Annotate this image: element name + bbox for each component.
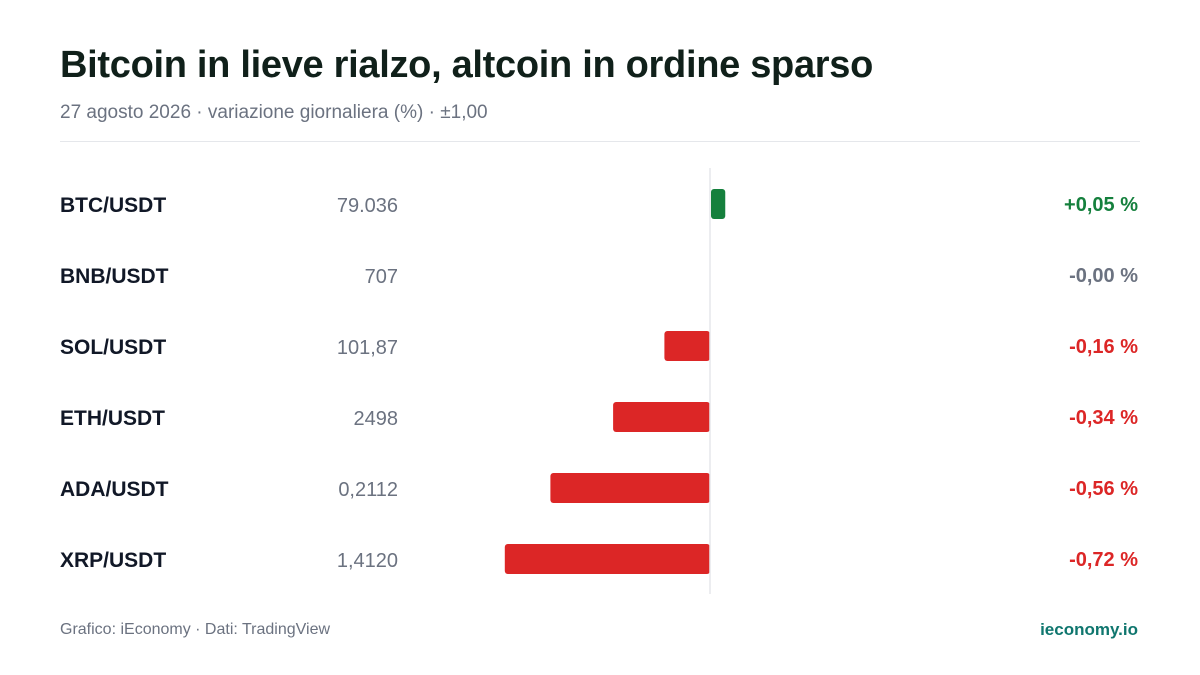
change-label: -0,56 %	[1069, 478, 1138, 500]
footer-source: Grafico: iEconomy · Dati: TradingView	[60, 621, 331, 638]
footer-brand: ieconomy.io	[1040, 620, 1138, 639]
price-label: 0,2112	[338, 479, 398, 501]
pair-label: SOL/USDT	[60, 336, 166, 359]
change-bar	[550, 473, 710, 503]
pair-label: XRP/USDT	[60, 549, 166, 572]
chart-row: BTC/USDT 79.036 +0,05 %	[60, 189, 1138, 219]
price-label: 101,87	[337, 337, 398, 359]
change-label: +0,05 %	[1064, 194, 1138, 216]
chart-subtitle: 27 agosto 2026 · variazione giornaliera …	[60, 102, 488, 123]
chart-row: BNB/USDT 707 -0,00 %	[60, 265, 1138, 288]
chart-row: ADA/USDT 0,2112 -0,56 %	[60, 473, 1138, 503]
change-label: -0,16 %	[1069, 336, 1138, 358]
chart-row: SOL/USDT 101,87 -0,16 %	[60, 331, 1138, 361]
pair-label: BNB/USDT	[60, 265, 169, 288]
change-bar	[711, 189, 726, 219]
pair-label: ADA/USDT	[60, 478, 169, 501]
change-label: -0,00 %	[1069, 265, 1138, 287]
price-label: 2498	[354, 408, 399, 430]
change-bar	[504, 544, 710, 574]
change-label: -0,72 %	[1069, 549, 1138, 571]
chart-row: XRP/USDT 1,4120 -0,72 %	[60, 544, 1138, 574]
change-bar	[664, 331, 710, 361]
change-label: -0,34 %	[1069, 407, 1138, 429]
chart-row: ETH/USDT 2498 -0,34 %	[60, 402, 1138, 432]
price-label: 707	[365, 266, 398, 288]
pair-label: BTC/USDT	[60, 194, 166, 217]
header-divider	[60, 141, 1140, 142]
change-bar	[613, 402, 710, 432]
price-label: 79.036	[337, 195, 398, 217]
price-label: 1,4120	[337, 550, 398, 572]
pair-label: ETH/USDT	[60, 407, 165, 430]
chart-title: Bitcoin in lieve rialzo, altcoin in ordi…	[60, 44, 874, 86]
